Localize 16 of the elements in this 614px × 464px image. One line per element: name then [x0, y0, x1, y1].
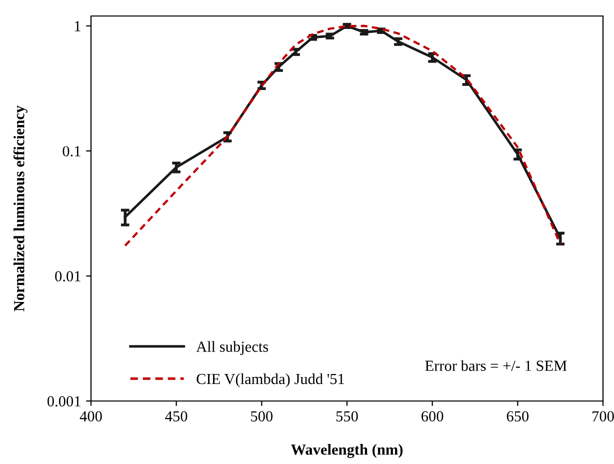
legend-label: All subjects — [196, 341, 268, 355]
x-tick-label: 400 — [80, 411, 102, 422]
y-tick-label: 0.01 — [55, 271, 80, 282]
y-axis-title: Normalized luminous efficiency — [13, 106, 28, 312]
y-tick-label: 0.001 — [47, 396, 80, 407]
x-tick-label: 500 — [251, 411, 273, 422]
annotation: Error bars = +/- 1 SEM — [425, 360, 567, 371]
y-tick-label: 0.1 — [62, 146, 80, 156]
x-tick-label: 650 — [506, 411, 529, 422]
x-tick-label: 700 — [592, 411, 614, 422]
x-tick-label: 550 — [336, 411, 358, 422]
y-tick-label: 1 — [74, 21, 80, 32]
legend-label: CIE V(lambda) Judd '51 — [196, 373, 344, 388]
x-tick-label: 450 — [165, 411, 188, 422]
x-axis-title: Wavelength (nm) — [290, 444, 403, 458]
x-tick-label: 600 — [422, 411, 444, 422]
